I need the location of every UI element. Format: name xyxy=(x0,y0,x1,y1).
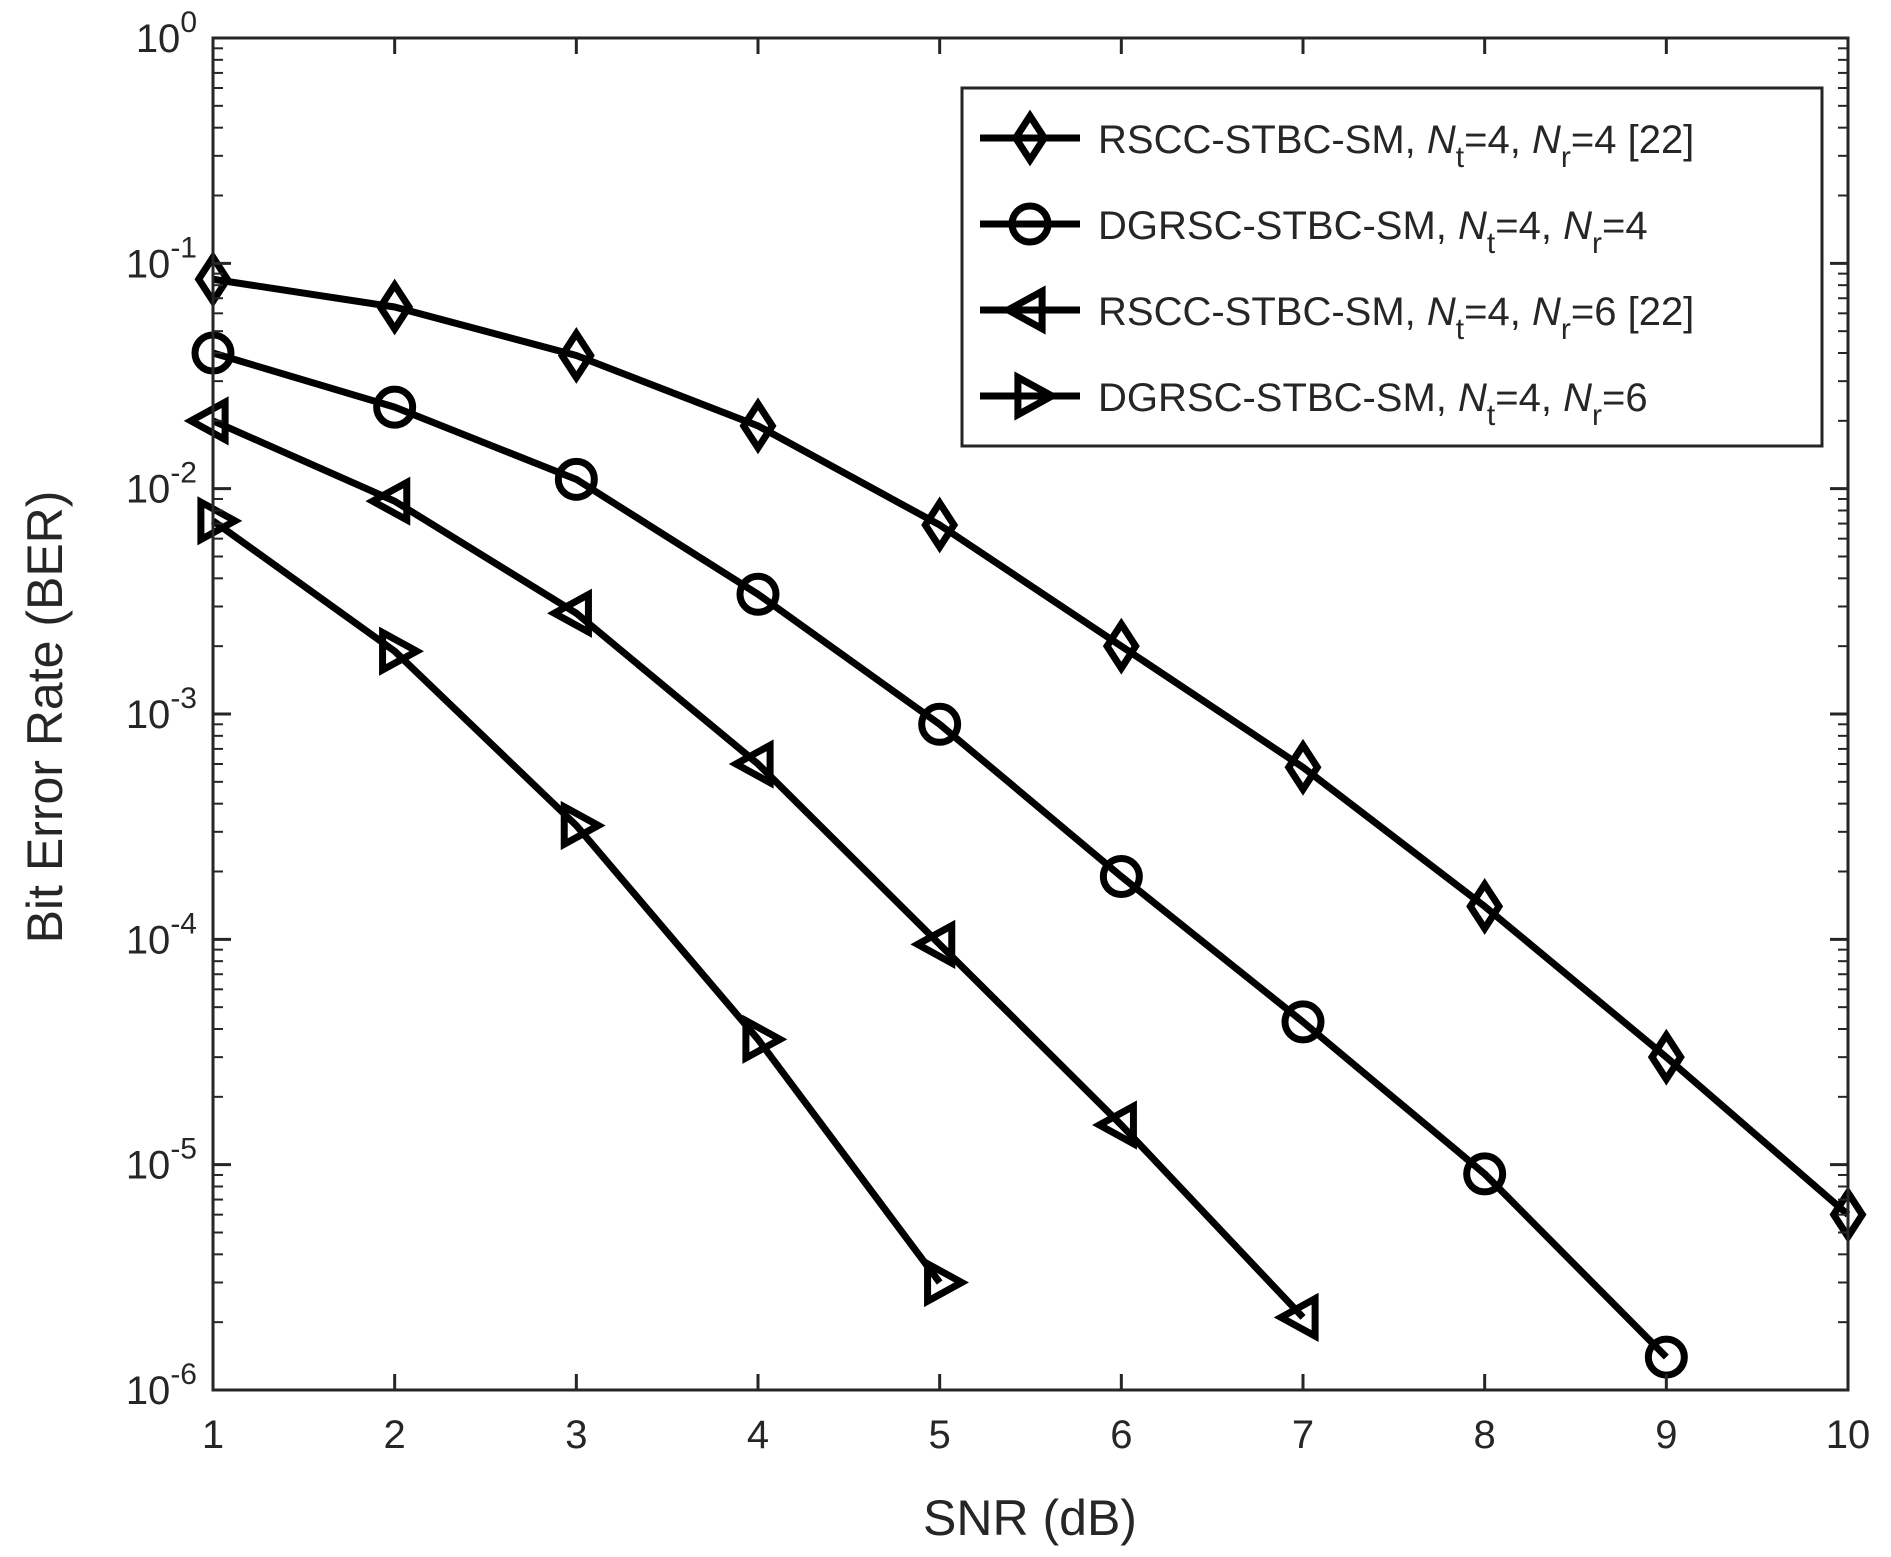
x-tick-label: 4 xyxy=(747,1413,769,1457)
series-1-point-4 xyxy=(739,397,777,455)
series-layer xyxy=(183,250,1867,1379)
y-axis-label: Bit Error Rate (BER) xyxy=(17,491,73,944)
legend-label: RSCC-STBC-SM, Nt=4, Nr=4 [22] xyxy=(1098,118,1694,174)
y-tick-label: 10-2 xyxy=(126,457,197,512)
series-4-point-2 xyxy=(379,626,424,676)
legend-label: DGRSC-STBC-SM, Nt=4, Nr=4 xyxy=(1098,204,1648,260)
x-axis-label: SNR (dB) xyxy=(923,1490,1137,1546)
series-1-point-5 xyxy=(921,496,959,554)
series-1-point-6 xyxy=(1102,617,1140,675)
x-tick-label: 8 xyxy=(1474,1413,1496,1457)
series-3-point-3 xyxy=(547,588,592,638)
x-tick-label: 7 xyxy=(1292,1413,1314,1457)
legend-entry-3: RSCC-STBC-SM, Nt=4, Nr=6 [22] xyxy=(980,285,1694,346)
x-tick-label: 5 xyxy=(929,1413,951,1457)
series-1-point-9 xyxy=(1647,1028,1685,1086)
y-tick-label: 10-6 xyxy=(126,1358,197,1413)
x-tick-label: 2 xyxy=(384,1413,406,1457)
series-2-point-4 xyxy=(736,572,780,616)
series-3-point-7 xyxy=(1273,1292,1319,1343)
series-4-point-5 xyxy=(924,1257,969,1308)
legend: RSCC-STBC-SM, Nt=4, Nr=4 [22] DGRSC-STBC-… xyxy=(960,86,1824,448)
series-3-point-2 xyxy=(365,476,411,526)
legend-box xyxy=(960,86,1824,448)
series-2 xyxy=(191,331,1688,1379)
axes: 1 2 3 4 5 6 7 8 9 10 10-6 10-5 10-4 10-3 10-2 10-1 100 xyxy=(126,6,1870,1457)
series-2-line xyxy=(212,349,1669,1360)
y-tick-label: 10-5 xyxy=(126,1133,197,1188)
series-2-point-7 xyxy=(1281,1000,1325,1044)
series-1-point-2 xyxy=(376,278,414,336)
series-4 xyxy=(197,496,969,1308)
x-tick-label: 10 xyxy=(1826,1413,1871,1457)
legend-entry-4: DGRSC-STBC-SM, Nt=4, Nr=6 xyxy=(980,371,1648,432)
y-tick-label: 10-3 xyxy=(126,682,197,737)
series-2-point-2 xyxy=(373,385,417,429)
y-tick-label: 10-4 xyxy=(126,907,197,962)
series-4-point-3 xyxy=(560,800,606,851)
series-2-point-3 xyxy=(554,457,598,501)
series-1-point-8 xyxy=(1466,877,1504,935)
legend-label: RSCC-STBC-SM, Nt=4, Nr=6 [22] xyxy=(1098,290,1694,346)
x-tick-label: 6 xyxy=(1110,1413,1132,1457)
series-1-point-3 xyxy=(557,327,595,384)
series-2-point-5 xyxy=(918,702,962,746)
y-tick-label: 10-1 xyxy=(126,231,197,286)
series-2-point-8 xyxy=(1463,1152,1507,1196)
legend-marker xyxy=(1011,109,1049,167)
legend-label: DGRSC-STBC-SM, Nt=4, Nr=6 xyxy=(1098,376,1648,432)
x-tick-label: 3 xyxy=(565,1413,587,1457)
series-3-line xyxy=(211,417,1306,1320)
y-tick-label: 100 xyxy=(136,6,197,61)
legend-marker xyxy=(1008,202,1052,246)
series-4-line xyxy=(210,517,943,1285)
x-tick-label: 9 xyxy=(1655,1413,1677,1457)
series-2-point-6 xyxy=(1099,855,1143,899)
legend-entry-2: DGRSC-STBC-SM, Nt=4, Nr=4 xyxy=(980,202,1648,260)
legend-marker xyxy=(1014,371,1060,421)
series-3-point-5 xyxy=(910,919,956,969)
legend-entry-1: RSCC-STBC-SM, Nt=4, Nr=4 [22] xyxy=(980,109,1694,174)
series-3-point-1 xyxy=(183,396,229,446)
series-1-point-7 xyxy=(1284,738,1322,796)
series-4-point-4 xyxy=(742,1014,788,1064)
series-3-point-4 xyxy=(728,739,774,789)
x-tick-label: 1 xyxy=(202,1413,224,1457)
series-1-line xyxy=(212,275,1851,1218)
series-3 xyxy=(183,396,1319,1343)
legend-marker xyxy=(1000,285,1046,335)
series-3-point-6 xyxy=(1092,1100,1137,1150)
